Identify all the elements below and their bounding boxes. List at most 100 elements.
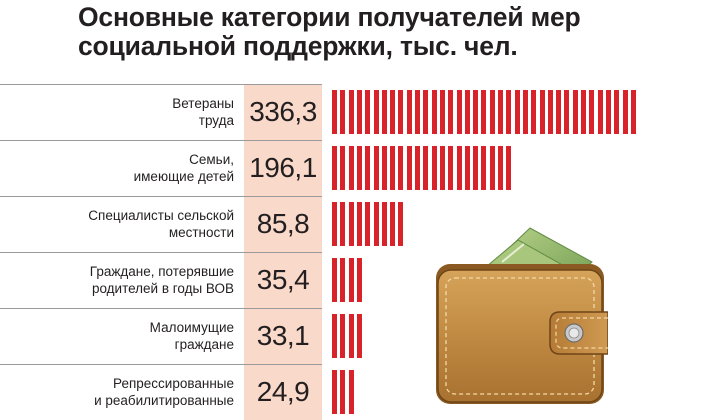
- bar-stripe: [423, 90, 429, 134]
- bar-stripe: [630, 90, 636, 134]
- bar-stripe: [373, 146, 379, 190]
- bar-stripe: [340, 314, 346, 358]
- row-separator: [0, 140, 322, 141]
- row-separator: [0, 196, 322, 197]
- bar-stripe: [464, 90, 470, 134]
- bar-stripe: [423, 146, 429, 190]
- bar-row: Специалисты сельской местности 85,8: [0, 196, 710, 252]
- category-label: Специалисты сельской местности: [88, 208, 234, 240]
- bar: [332, 90, 672, 134]
- bar-stripe: [614, 90, 620, 134]
- bar: [332, 146, 672, 190]
- bar-stripe: [531, 90, 537, 134]
- bar-stripe: [356, 314, 362, 358]
- bar-stripe: [473, 90, 479, 134]
- row-separator: [0, 308, 322, 309]
- category-label: Ветераны труда: [172, 96, 234, 128]
- bar-stripe: [348, 90, 354, 134]
- bar-stripe: [398, 146, 404, 190]
- value-label: 35,4: [256, 264, 310, 295]
- bar-stripe: [390, 90, 396, 134]
- bar: [332, 258, 672, 302]
- bar-stripe: [356, 146, 362, 190]
- bar-stripe: [340, 146, 346, 190]
- bar-stripe: [348, 146, 354, 190]
- category-label: Репрессированные и реабилитированные: [94, 376, 234, 408]
- category-label: Семьи, имеющие детей: [133, 152, 234, 184]
- bar-stripe: [547, 90, 553, 134]
- bar-stripe: [348, 258, 354, 302]
- bar-row: Малоимущие граждане 33,1: [0, 308, 710, 364]
- bar-stripe: [340, 202, 346, 246]
- bar-stripe: [622, 90, 628, 134]
- value-label: 24,9: [256, 376, 310, 407]
- bar-stripe: [415, 146, 420, 190]
- bar-stripe: [381, 202, 387, 246]
- bar-stripe: [498, 146, 503, 190]
- category-label: Малоимущие граждане: [149, 320, 234, 352]
- row-separator: [0, 84, 322, 85]
- bar-stripe: [398, 90, 404, 134]
- bar-stripe: [431, 146, 437, 190]
- value-label: 85,8: [256, 208, 310, 239]
- bar-stripe: [431, 90, 437, 134]
- bar-stripe: [589, 90, 595, 134]
- bar-stripe: [332, 202, 337, 246]
- bar-stripe: [365, 202, 371, 246]
- chart-title: Основные категории получателей мер социа…: [78, 2, 581, 61]
- wallet-illustration: [436, 227, 608, 404]
- bar-stripe: [448, 90, 454, 134]
- bar-stripe: [564, 90, 570, 134]
- bar-stripe: [456, 90, 462, 134]
- bar-stripe: [332, 258, 337, 302]
- bar-stripe: [605, 90, 611, 134]
- bar-stripe: [481, 90, 487, 134]
- bar-stripe: [348, 370, 354, 414]
- bar-stripe: [332, 370, 337, 414]
- bar-stripe: [340, 90, 346, 134]
- bar-stripe: [597, 90, 603, 134]
- bar-stripe: [406, 90, 412, 134]
- bar-stripe: [481, 146, 487, 190]
- bar-stripe: [439, 146, 445, 190]
- bar-row: Граждане, потерявшие родителей в годы ВО…: [0, 252, 710, 308]
- bar-stripe: [506, 90, 512, 134]
- bar-stripe: [522, 90, 528, 134]
- bar-row: Семьи, имеющие детей 196,1: [0, 140, 710, 196]
- bar-stripe: [365, 146, 371, 190]
- bar-stripe: [581, 90, 586, 134]
- bar-stripe: [365, 90, 371, 134]
- bar-stripe: [340, 370, 346, 414]
- bar-stripe: [356, 258, 362, 302]
- bar-stripe: [489, 146, 495, 190]
- bar-stripe: [439, 90, 445, 134]
- bar-stripe: [356, 90, 362, 134]
- value-label: 336,3: [249, 96, 317, 127]
- category-label: Граждане, потерявшие родителей в годы ВО…: [89, 264, 234, 296]
- bar-stripe: [356, 202, 362, 246]
- bar-row: Репрессированные и реабилитированные 24,9: [0, 364, 710, 420]
- bar-stripe: [381, 146, 387, 190]
- row-separator: [0, 252, 322, 253]
- bar: [332, 202, 672, 246]
- bar-stripe: [332, 90, 337, 134]
- bar-stripe: [390, 202, 396, 246]
- value-label: 33,1: [256, 320, 310, 351]
- bar-stripe: [456, 146, 462, 190]
- bar-stripe: [348, 314, 354, 358]
- bar-stripe: [498, 90, 503, 134]
- value-label: 196,1: [249, 152, 317, 183]
- bar-stripe: [514, 90, 520, 134]
- bar-stripe: [556, 90, 562, 134]
- bar-stripe: [415, 90, 420, 134]
- bar-stripe: [332, 146, 337, 190]
- bar-stripe: [539, 90, 545, 134]
- bar-stripe: [572, 90, 578, 134]
- bar-row: Ветераны труда 336,3: [0, 84, 710, 140]
- bar-stripe: [489, 90, 495, 134]
- bar-stripe: [373, 90, 379, 134]
- bar-stripe: [448, 146, 454, 190]
- bar-stripe: [332, 314, 337, 358]
- bar-stripe: [390, 146, 396, 190]
- bar-stripe: [473, 146, 479, 190]
